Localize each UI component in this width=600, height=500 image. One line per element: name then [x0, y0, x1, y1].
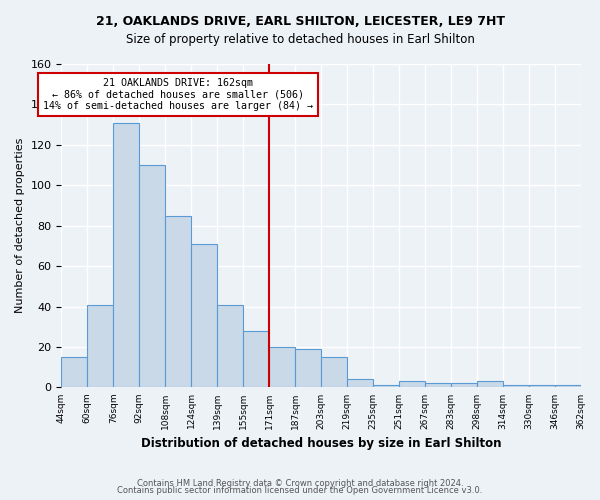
Bar [347, 380, 373, 388]
Bar [217, 304, 243, 388]
Bar [451, 384, 476, 388]
Y-axis label: Number of detached properties: Number of detached properties [15, 138, 25, 314]
Bar [554, 386, 581, 388]
Bar [191, 244, 217, 388]
Bar [88, 304, 113, 388]
Bar [399, 382, 425, 388]
Bar [476, 382, 503, 388]
Bar [321, 357, 347, 388]
X-axis label: Distribution of detached houses by size in Earl Shilton: Distribution of detached houses by size … [141, 437, 501, 450]
Bar [165, 216, 191, 388]
Bar [503, 386, 529, 388]
Bar [529, 386, 554, 388]
Text: Size of property relative to detached houses in Earl Shilton: Size of property relative to detached ho… [125, 32, 475, 46]
Bar [139, 165, 165, 388]
Bar [269, 347, 295, 388]
Bar [425, 384, 451, 388]
Bar [243, 331, 269, 388]
Text: Contains public sector information licensed under the Open Government Licence v3: Contains public sector information licen… [118, 486, 482, 495]
Bar [295, 349, 321, 388]
Bar [113, 122, 139, 388]
Text: 21, OAKLANDS DRIVE, EARL SHILTON, LEICESTER, LE9 7HT: 21, OAKLANDS DRIVE, EARL SHILTON, LEICES… [95, 15, 505, 28]
Bar [61, 357, 88, 388]
Bar [373, 386, 399, 388]
Text: Contains HM Land Registry data © Crown copyright and database right 2024.: Contains HM Land Registry data © Crown c… [137, 478, 463, 488]
Text: 21 OAKLANDS DRIVE: 162sqm
← 86% of detached houses are smaller (506)
14% of semi: 21 OAKLANDS DRIVE: 162sqm ← 86% of detac… [43, 78, 313, 112]
